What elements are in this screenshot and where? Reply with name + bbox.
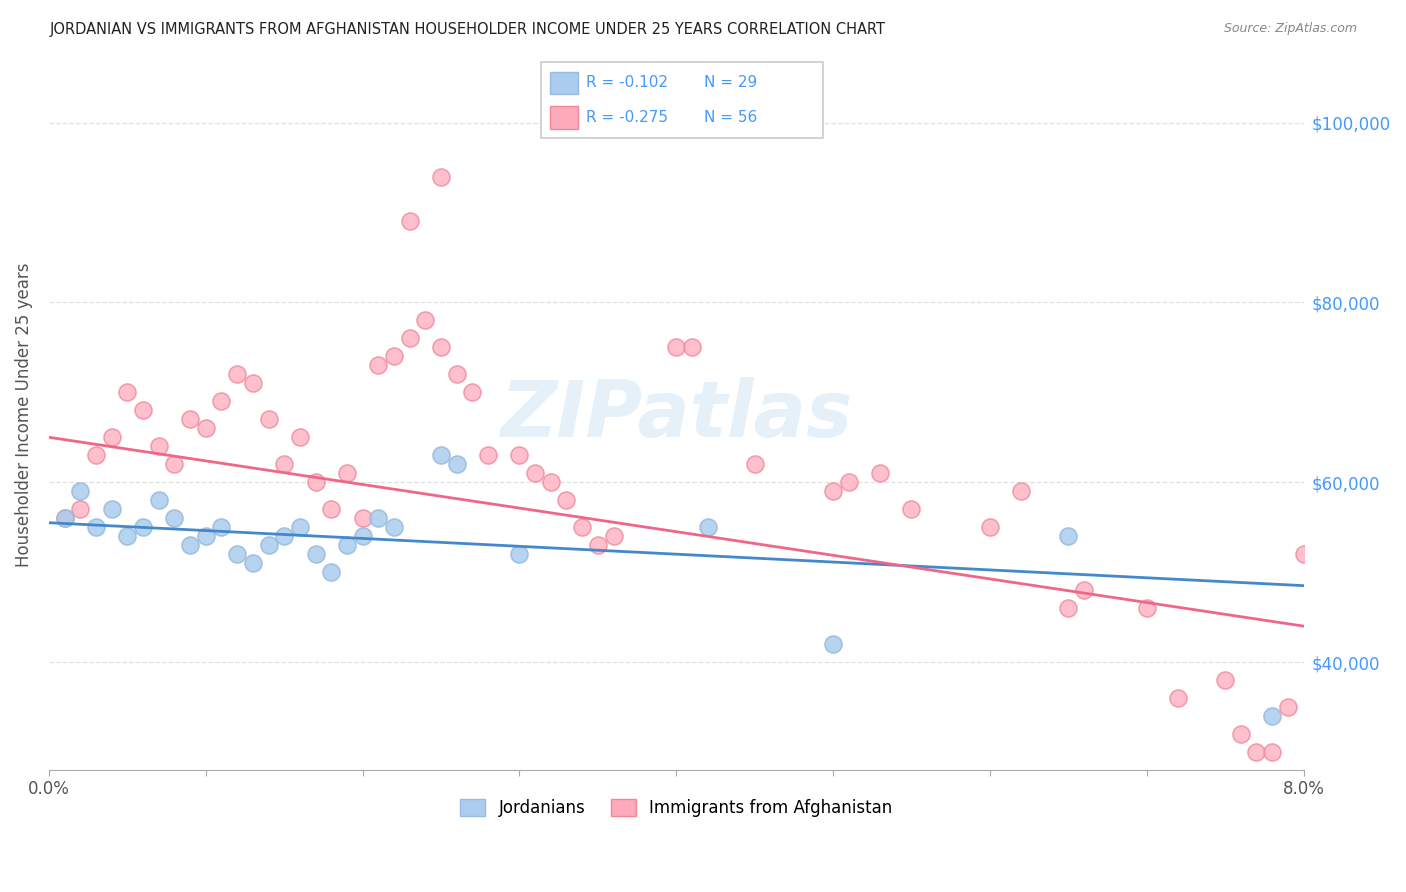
Text: R = -0.275: R = -0.275 bbox=[586, 111, 668, 125]
Point bbox=[163, 511, 186, 525]
Point bbox=[148, 439, 170, 453]
Point bbox=[352, 511, 374, 525]
Point bbox=[100, 502, 122, 516]
Point bbox=[194, 529, 217, 543]
Point bbox=[1292, 547, 1315, 561]
Point bbox=[1277, 700, 1299, 714]
Point bbox=[336, 467, 359, 481]
Point bbox=[367, 359, 389, 373]
Point bbox=[53, 511, 76, 525]
Point bbox=[336, 538, 359, 552]
Point bbox=[508, 448, 530, 462]
Point bbox=[1213, 673, 1236, 687]
Point bbox=[321, 502, 343, 516]
Text: N = 56: N = 56 bbox=[704, 111, 758, 125]
Point bbox=[524, 467, 547, 481]
Point bbox=[53, 511, 76, 525]
Point bbox=[257, 412, 280, 426]
Point bbox=[1057, 601, 1080, 615]
Point bbox=[461, 385, 484, 400]
Point bbox=[117, 385, 139, 400]
Point bbox=[1010, 484, 1032, 499]
Bar bbox=[550, 106, 578, 129]
Point bbox=[430, 169, 453, 184]
Point bbox=[242, 376, 264, 391]
Point bbox=[367, 511, 389, 525]
Point bbox=[257, 538, 280, 552]
Point bbox=[602, 529, 624, 543]
Point bbox=[132, 403, 155, 417]
Point bbox=[979, 520, 1001, 534]
Point bbox=[508, 547, 530, 561]
Point bbox=[446, 368, 468, 382]
Point bbox=[304, 475, 326, 490]
Point bbox=[273, 457, 295, 471]
Point bbox=[744, 457, 766, 471]
Point bbox=[179, 412, 201, 426]
Text: R = -0.102: R = -0.102 bbox=[586, 76, 668, 90]
Point bbox=[273, 529, 295, 543]
Point bbox=[117, 529, 139, 543]
Bar bbox=[550, 71, 578, 95]
Point bbox=[1073, 583, 1095, 598]
Point bbox=[1167, 691, 1189, 706]
Point bbox=[477, 448, 499, 462]
Point bbox=[211, 394, 233, 409]
Point bbox=[571, 520, 593, 534]
Point bbox=[194, 421, 217, 435]
Point bbox=[382, 349, 405, 363]
Text: Source: ZipAtlas.com: Source: ZipAtlas.com bbox=[1223, 22, 1357, 36]
Point bbox=[163, 457, 186, 471]
Point bbox=[148, 493, 170, 508]
Point bbox=[352, 529, 374, 543]
Point bbox=[665, 340, 688, 354]
Point bbox=[288, 520, 311, 534]
Point bbox=[84, 448, 107, 462]
Point bbox=[398, 331, 420, 345]
Point bbox=[1136, 601, 1159, 615]
Point bbox=[211, 520, 233, 534]
Point bbox=[1057, 529, 1080, 543]
Point bbox=[430, 340, 453, 354]
Point bbox=[304, 547, 326, 561]
Point bbox=[321, 565, 343, 579]
Point bbox=[415, 313, 437, 327]
Text: ZIPatlas: ZIPatlas bbox=[501, 376, 852, 453]
Point bbox=[1246, 745, 1268, 759]
Legend: Jordanians, Immigrants from Afghanistan: Jordanians, Immigrants from Afghanistan bbox=[453, 791, 900, 826]
Point bbox=[179, 538, 201, 552]
Point bbox=[1230, 727, 1253, 741]
Point bbox=[869, 467, 891, 481]
Point bbox=[696, 520, 718, 534]
Point bbox=[1261, 709, 1284, 723]
Point bbox=[398, 214, 420, 228]
Point bbox=[100, 430, 122, 444]
Point bbox=[446, 457, 468, 471]
Point bbox=[823, 637, 845, 651]
Y-axis label: Householder Income Under 25 years: Householder Income Under 25 years bbox=[15, 262, 32, 567]
Point bbox=[540, 475, 562, 490]
Point bbox=[586, 538, 609, 552]
Point bbox=[69, 502, 91, 516]
Point bbox=[132, 520, 155, 534]
Point bbox=[838, 475, 860, 490]
Text: N = 29: N = 29 bbox=[704, 76, 758, 90]
Point bbox=[226, 368, 249, 382]
Point bbox=[69, 484, 91, 499]
Point bbox=[681, 340, 703, 354]
Point bbox=[242, 556, 264, 570]
Point bbox=[1261, 745, 1284, 759]
Point bbox=[226, 547, 249, 561]
FancyBboxPatch shape bbox=[541, 62, 823, 138]
Point bbox=[382, 520, 405, 534]
Point bbox=[84, 520, 107, 534]
Point bbox=[555, 493, 578, 508]
Text: JORDANIAN VS IMMIGRANTS FROM AFGHANISTAN HOUSEHOLDER INCOME UNDER 25 YEARS CORRE: JORDANIAN VS IMMIGRANTS FROM AFGHANISTAN… bbox=[49, 22, 886, 37]
Point bbox=[900, 502, 922, 516]
Point bbox=[430, 448, 453, 462]
Point bbox=[823, 484, 845, 499]
Point bbox=[288, 430, 311, 444]
